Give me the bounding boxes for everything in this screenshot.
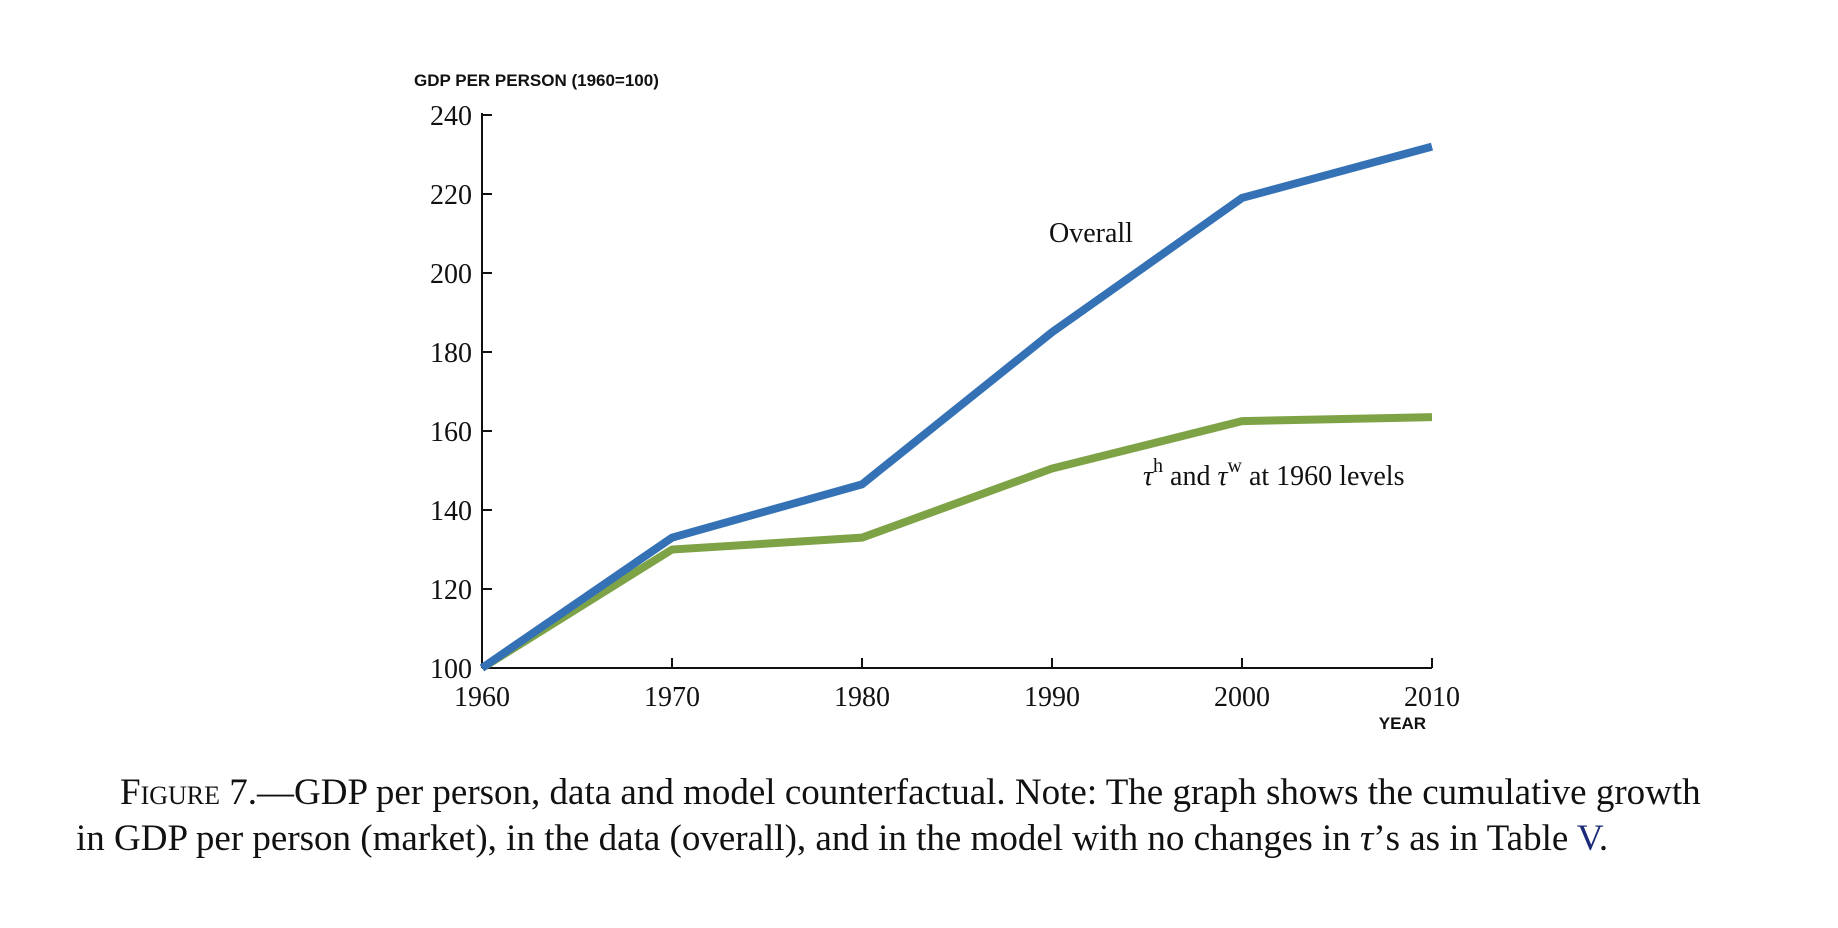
table-reference-link[interactable]: V [1576,818,1599,859]
overall-series-line [479,142,1434,672]
y-tick-label: 180 [430,338,472,369]
y-tick-label: 120 [430,575,472,606]
counterfactual-series-line [479,413,1433,672]
y-tick-label: 160 [430,417,472,448]
x-tick-label: 1980 [834,682,890,713]
x-tick-label: 2010 [1404,682,1460,713]
x-tick-label: 1990 [1024,682,1080,713]
caption-line-1: Figure 7.—GDP per person, data and model… [76,770,1806,816]
caption-period: . [1598,818,1609,859]
y-ticks: 100 120 140 160 180 200 220 240 [430,101,492,685]
x-tick-label: 1960 [454,682,510,713]
axes [481,113,1432,669]
x-tick-label: 2000 [1214,682,1270,713]
caption-tau: τ [1360,818,1374,859]
caption-line-2: in GDP per person (market), in the data … [76,818,1608,859]
x-tick-label: 1970 [644,682,700,713]
caption-text-2: in GDP per person (market), in the data … [76,818,1361,859]
y-tick-label: 200 [430,259,472,290]
figure-label: Figure [120,772,221,813]
overall-series-label: Overall [1049,218,1133,249]
x-ticks: 1960 1970 1980 1990 2000 2010 [454,658,1460,713]
counterfactual-series-label: τh and τw at 1960 levels [1143,455,1404,492]
x-axis-label: YEAR [1379,714,1426,733]
y-tick-label: 100 [430,654,472,685]
series-lines [479,142,1434,672]
figure-caption: Figure 7.—GDP per person, data and model… [76,770,1806,862]
gdp-line-chart: GDP PER PERSON (1960=100) 100 120 140 160 18… [414,71,1460,733]
y-tick-label: 240 [430,101,472,132]
caption-text-3: ’s as in Table [1373,818,1577,859]
y-axis-label: GDP PER PERSON (1960=100) [414,71,659,90]
caption-text-1: —GDP per person, data and model counterf… [257,772,1701,813]
y-tick-label: 220 [430,180,472,211]
y-tick-label: 140 [430,496,472,527]
figure-number: 7. [220,772,258,813]
